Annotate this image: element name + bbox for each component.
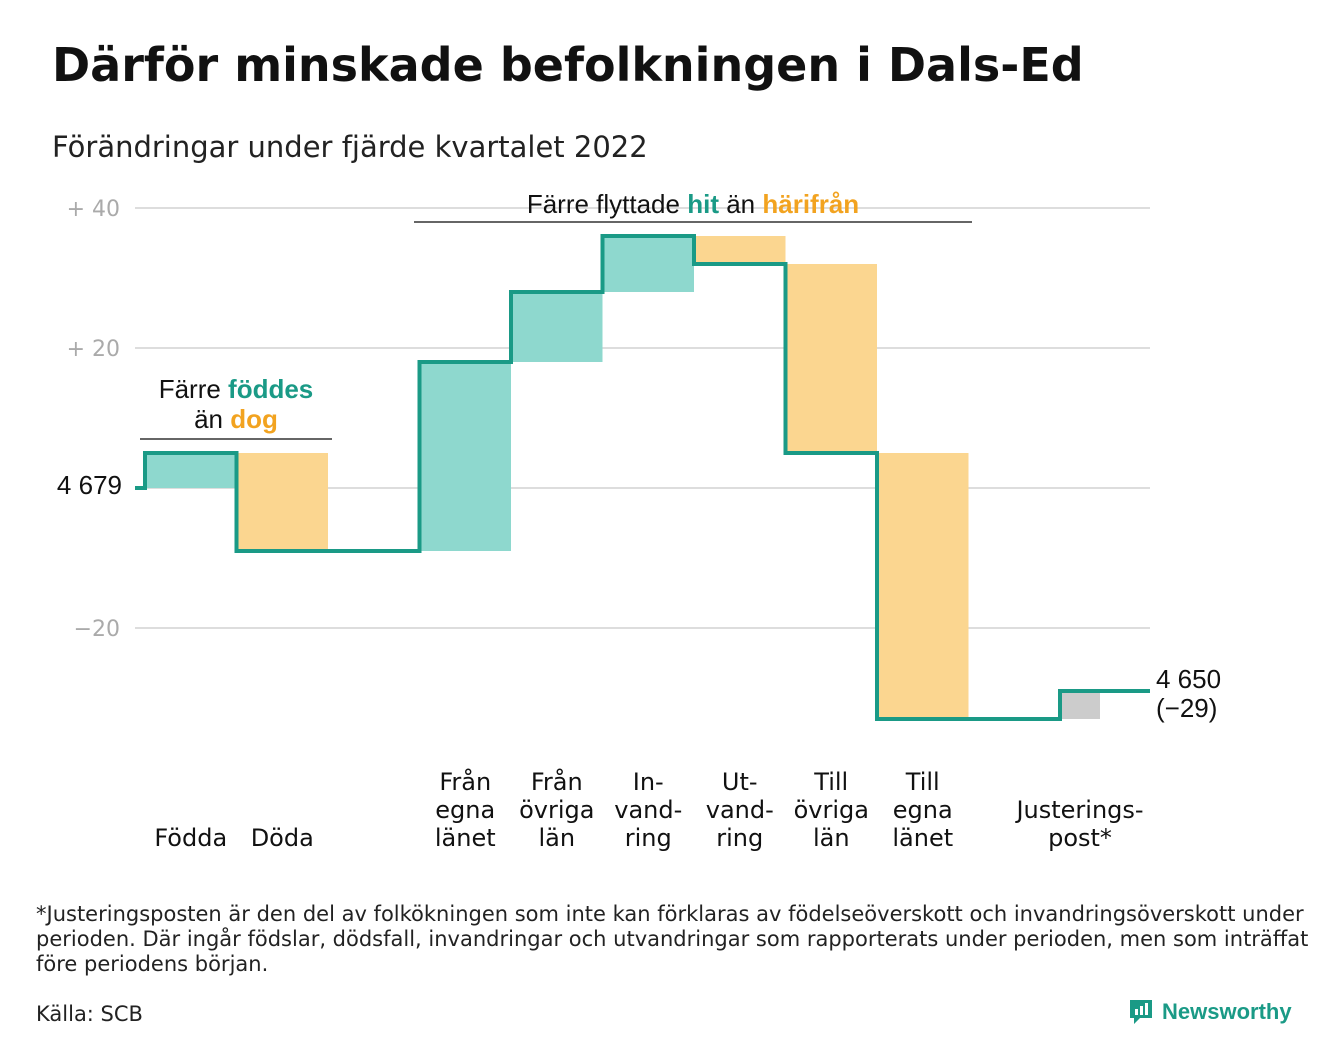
start-value-label: 4 679	[57, 470, 122, 500]
x-category-label: länet	[435, 824, 496, 852]
cumulative-step-line	[135, 234, 1150, 721]
bar-decrease	[694, 236, 786, 264]
x-category-label: län	[813, 824, 850, 852]
births-line2-highlight: dog	[230, 404, 278, 434]
y-axis-ticks: + 40 + 20 −20	[67, 197, 120, 642]
end-value-label: 4 650	[1156, 664, 1221, 694]
x-category-label: post*	[1048, 824, 1112, 852]
footnote: *Justeringsposten är den del av folkökni…	[36, 902, 1309, 976]
x-category-label: Från	[439, 767, 491, 796]
brand-name: Newsworthy	[1162, 999, 1292, 1024]
chart-subtitle: Förändringar under fjärde kvartalet 2022	[52, 130, 648, 164]
x-category-label: Ut-	[722, 768, 758, 796]
x-category-label: Till	[813, 768, 848, 796]
chart-title: Därför minskade befolkningen i Dals-Ed	[52, 38, 1084, 92]
end-change-label: (−29)	[1156, 693, 1217, 723]
x-category-label: vand-	[706, 796, 774, 824]
x-category-label: ring	[716, 824, 763, 852]
end-labels: 4 679 4 650 (−29)	[57, 470, 1221, 723]
waterfall-chart: + 40+ 20−20 Födda DödaFrånegnalänetFrånöv…	[57, 197, 1221, 852]
bar-increase	[511, 292, 603, 362]
y-tick-label: + 40	[67, 197, 120, 222]
bar-decrease	[877, 453, 969, 719]
x-category-label: övriga	[519, 796, 594, 824]
x-category-label: övriga	[794, 796, 869, 824]
migration-annotation: Färre flyttade hit än härifrån	[414, 189, 972, 219]
births-line1-highlight: föddes	[228, 374, 314, 404]
bar-decrease	[236, 453, 328, 551]
source: Källa: SCB	[36, 1002, 143, 1026]
migration-highlight-hit: hit	[687, 189, 719, 219]
cumulative-line	[135, 234, 1150, 721]
x-axis-labels: Födda DödaFrånegnalänetFrånövrigalänIn-va…	[154, 767, 1143, 852]
bar-adjustment	[1060, 691, 1100, 719]
y-tick-label: + 20	[67, 337, 120, 362]
x-category-label: Till	[905, 768, 940, 796]
x-category-label: ring	[625, 824, 672, 852]
bar-increase	[602, 236, 694, 292]
births-line1-pre: Färre	[158, 374, 229, 404]
migration-pre: Färre flyttade	[526, 189, 688, 219]
newsworthy-logo-icon	[1130, 1000, 1152, 1024]
bar-increase	[145, 453, 237, 488]
grid-lines	[135, 207, 1150, 629]
brand-logo: Newsworthy	[1128, 998, 1292, 1026]
migration-mid: än	[718, 189, 763, 219]
x-category-label: vand-	[614, 796, 682, 824]
bar-decrease	[785, 264, 877, 453]
births-line2-pre: än	[194, 404, 231, 434]
bar-increase	[419, 362, 511, 551]
annotation-brackets	[140, 221, 972, 440]
x-category-label: egna	[435, 796, 495, 824]
migration-highlight-harifran: härifrån	[762, 189, 860, 219]
x-category-label: Från	[531, 767, 583, 796]
x-category-label: In-	[633, 768, 664, 796]
bars	[145, 236, 1100, 719]
x-category-label: Döda	[251, 824, 314, 852]
x-category-label: länet	[892, 824, 953, 852]
x-category-label: egna	[893, 796, 953, 824]
y-tick-label: −20	[74, 617, 120, 642]
x-category-label: Födda	[154, 824, 227, 852]
births-annotation: Färre föddes än dog	[130, 374, 342, 434]
x-category-label: län	[538, 824, 575, 852]
x-category-label: Justerings-	[1014, 796, 1143, 824]
